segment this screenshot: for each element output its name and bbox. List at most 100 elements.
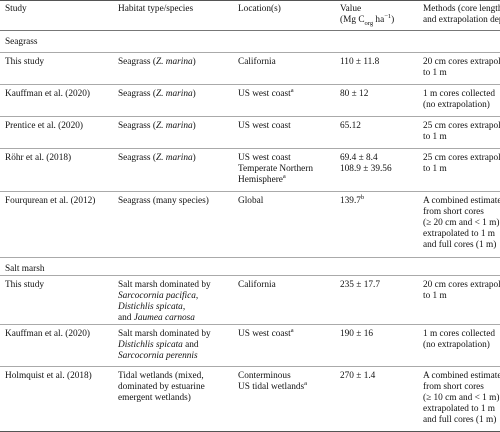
table-cell: Value (Mg Corg ha−1) [335,0,418,31]
cell-line: Prentice et al. (2020) [5,121,110,132]
text-run: , [182,302,186,312]
cell-line: 69.4 ± 8.4 [340,153,415,164]
text-run: Study [5,4,27,14]
text-run: 20 cm cores extrapolated [423,280,500,290]
table-cell: 80 ± 12 [335,84,418,117]
cell-line: Fourqurean et al. (2012) [5,196,110,207]
text-run: US tidal wetlands [238,382,305,392]
cell-line: 1 m cores collected [423,89,497,100]
cell-line: and extrapolation depth) [423,15,500,26]
cell-line: extrapolated to 1 m [423,229,497,240]
cell-line: Study [5,4,110,15]
table-cell: Kauffman et al. (2020) [0,324,113,367]
text-run: ) [192,121,196,131]
text-run: dominated by estuarine [118,382,205,392]
cell-line: 1 m cores collected [423,329,497,340]
text-run: US west coast [238,329,291,339]
text-run: This study [5,57,44,67]
text-run: to 1 m [423,291,447,301]
text-run: Kauffman et al. (2020) [5,329,91,339]
text-run: ) [192,89,196,99]
italic-run: Sarcocornia pacifica [118,291,196,301]
text-run: and extrapolation depth) [423,15,500,25]
text-run: Fourqurean et al. (2012) [5,196,96,206]
text-run: from short cores [423,207,484,217]
text-run: A combined estimate [423,371,500,381]
text-run: from short cores [423,382,484,392]
text-run: Methods (core length [423,4,500,14]
table-cell: 1 m cores collected (no extrapolation) [418,84,500,117]
table-cell: 190 ± 16 [335,324,418,367]
cell-line: This study [5,280,110,291]
table-cell: This study [0,52,113,85]
cell-line: Location(s) [238,4,332,15]
text-run: Kauffman et al. (2020) [5,89,91,99]
section-title: Salt marsh [0,257,500,276]
section-row: Salt marsh [0,257,500,276]
table-cell: 69.4 ± 8.4 108.9 ± 39.56 [335,148,418,192]
text-run: to 1 m [423,164,447,174]
cell-line: from short cores [423,207,497,218]
table-row: Röhr et al. (2018) Seagrass (Z. marina) US… [0,148,500,192]
cell-line: US west coasta [238,327,332,340]
cell-line: Kauffman et al. (2020) [5,329,110,340]
table-cell: Seagrass (Z. marina) [113,116,233,149]
table-cell: Seagrass (Z. marina) [113,84,233,117]
cell-line: 20 cm cores extrapolated [423,280,500,291]
text-run: ) [391,15,395,25]
text-run: California [238,57,276,67]
table-cell: 110 ± 11.8 [335,52,418,85]
cell-line: Seagrass (Z. marina) [118,57,230,68]
text-run: Habitat type/species [118,4,194,14]
text-run: extrapolated to 1 m [423,229,496,239]
table-cell: A combined estimate from short cores (≥ 20… [418,191,500,258]
table-row: Fourqurean et al. (2012) Seagrass (many s… [0,191,500,258]
text-run: (≥ 20 cm and < 1 m) [423,218,500,228]
cell-line: Salt marsh dominated by [118,329,230,340]
text-run: to 1 m [423,68,447,78]
cell-line: (no extrapolation) [423,100,497,111]
table-cell: Röhr et al. (2018) [0,148,113,192]
text-run: (no extrapolation) [423,340,490,350]
table-cell: US west coasta [233,84,335,117]
table-cell: US west coasta [233,324,335,367]
italic-run: Distichlis spicata [118,302,183,312]
cell-line: 235 ± 17.7 [340,280,415,291]
text-run: Salt marsh dominated by [118,280,211,290]
text-run: US west coast [238,89,291,99]
text-run: ) [192,57,196,67]
text-run: 110 ± 11.8 [340,57,380,67]
text-run: Seagrass (many species) [118,196,209,206]
cell-line: Conterminous [238,371,332,382]
text-run: Location(s) [238,4,281,14]
cell-line: Value [340,4,415,15]
text-run: to 1 m [423,132,447,142]
cell-line: (Mg Corg ha−1) [340,13,415,26]
text-run: A combined estimate [423,196,500,206]
table-cell: Seagrass (many species) [113,191,233,258]
table-cell: Study [0,0,113,31]
cell-line: and full cores (1 m) [423,415,497,426]
text-run: ) [192,153,196,163]
section-title: Seagrass [0,30,500,53]
text-run: (Mg C [340,15,365,25]
cell-line: 80 ± 12 [340,89,415,100]
cell-line: Temperate Northern [238,164,332,175]
text-run: and [182,340,199,350]
table-cell: Kauffman et al. (2020) [0,84,113,117]
table-row: Prentice et al. (2020) Seagrass (Z. marin… [0,116,500,149]
cell-line: and full cores (1 m) [423,240,497,251]
text-run: US west coast [238,153,291,163]
text-run: Seagrass ( [118,153,156,163]
italic-run: Sarcocornia perennis [118,351,198,361]
cell-line: dominated by estuarine [118,382,230,393]
text-run: 20 cm cores extrapolated [423,57,500,67]
text-run: Holmquist et al. (2018) [5,371,92,381]
text-run: and full cores (1 m) [423,415,497,425]
superscript: a [304,379,307,387]
table-cell: A combined estimate from short cores (≥ 10… [418,366,500,432]
text-run: Global [238,196,264,206]
text-run: Tidal wetlands (mixed, [118,371,204,381]
cell-line: Global [238,196,332,207]
